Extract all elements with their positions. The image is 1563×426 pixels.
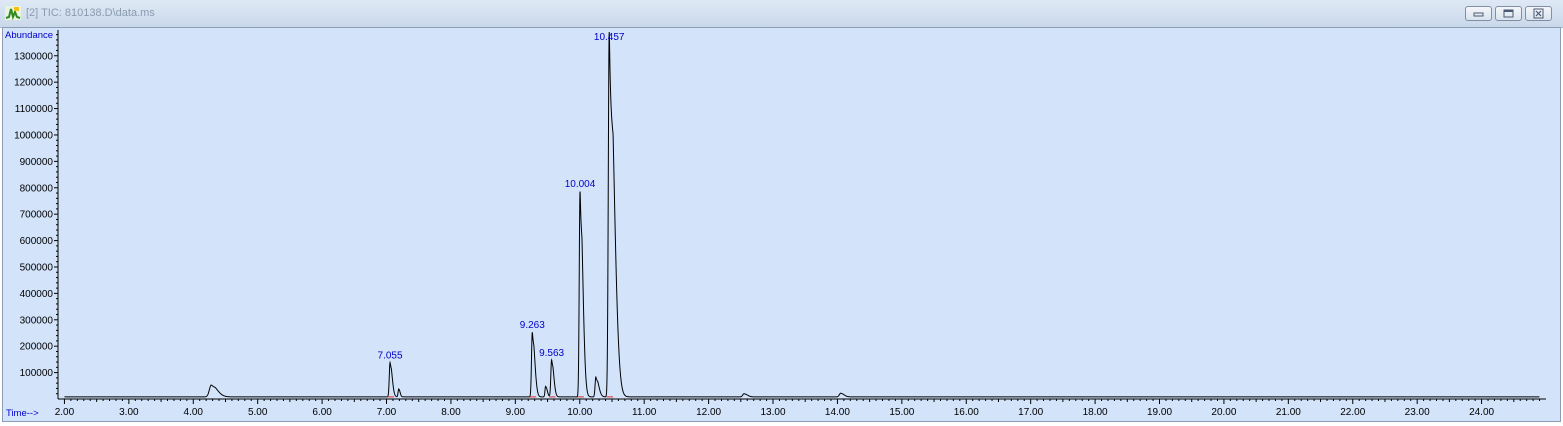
y-tick-label: 500000 bbox=[20, 262, 54, 273]
x-tick-label: 19.00 bbox=[1147, 407, 1172, 418]
y-tick-label: 1100000 bbox=[15, 104, 54, 115]
x-tick-label: 12.00 bbox=[696, 407, 721, 418]
x-tick-label: 22.00 bbox=[1340, 407, 1365, 418]
peak-labels: 7.055 9.263 9.563 10.004 10.457 bbox=[378, 32, 625, 362]
x-tick-label: 3.00 bbox=[119, 407, 139, 418]
x-axis: 2.00 3.00 4.00 5.00 6.00 7.00 8.00 9.00 10.00 11.… bbox=[55, 398, 1546, 418]
y-tick-label: 100000 bbox=[20, 368, 54, 379]
y-tick-label: 700000 bbox=[20, 210, 54, 221]
y-tick-label: 600000 bbox=[20, 236, 54, 247]
x-tick-label: 13.00 bbox=[760, 407, 785, 418]
chromatogram-chart: 100000 200000 300000 400000 500000 600000 7000… bbox=[3, 28, 1560, 421]
x-tick-label: 2.00 bbox=[55, 407, 75, 418]
x-tick-label: 14.00 bbox=[825, 407, 850, 418]
minimize-icon bbox=[1473, 12, 1484, 17]
peak-label: 10.004 bbox=[565, 179, 596, 190]
tic-trace bbox=[64, 31, 1540, 398]
y-tick-label: 300000 bbox=[20, 315, 54, 326]
x-tick-label: 20.00 bbox=[1211, 407, 1236, 418]
restore-button[interactable] bbox=[1495, 6, 1522, 21]
window-titlebar: [2] TIC: 810138.D\data.ms bbox=[0, 0, 1563, 28]
y-axis: 100000 200000 300000 400000 500000 600000 7000… bbox=[14, 30, 59, 399]
x-tick-label: 16.00 bbox=[954, 407, 979, 418]
window-title: [2] TIC: 810138.D\data.ms bbox=[26, 7, 155, 19]
x-tick-label: 4.00 bbox=[184, 407, 204, 418]
y-tick-label: 900000 bbox=[20, 157, 54, 168]
close-icon bbox=[1533, 8, 1544, 19]
chromatogram-panel[interactable]: 100000 200000 300000 400000 500000 600000 7000… bbox=[2, 27, 1561, 422]
peak-label: 9.263 bbox=[520, 320, 545, 331]
y-tick-label: 800000 bbox=[20, 183, 54, 194]
peak-label: 10.457 bbox=[594, 32, 625, 43]
y-tick-label: 1300000 bbox=[14, 51, 53, 62]
x-axis-label: Time--> bbox=[6, 408, 39, 419]
x-tick-label: 10.00 bbox=[567, 407, 592, 418]
x-tick-label: 23.00 bbox=[1405, 407, 1430, 418]
minimize-button[interactable] bbox=[1465, 6, 1492, 21]
x-tick-label: 11.00 bbox=[632, 407, 657, 418]
y-axis-label: Abundance bbox=[5, 30, 53, 41]
x-tick-label: 21.00 bbox=[1276, 407, 1301, 418]
x-tick-label: 8.00 bbox=[441, 407, 461, 418]
chromatogram-icon bbox=[5, 6, 21, 20]
x-tick-label: 9.00 bbox=[506, 407, 526, 418]
close-button[interactable] bbox=[1525, 6, 1552, 21]
x-tick-label: 6.00 bbox=[312, 407, 332, 418]
x-tick-label: 5.00 bbox=[248, 407, 268, 418]
y-tick-label: 1000000 bbox=[14, 130, 53, 141]
x-tick-label: 15.00 bbox=[889, 407, 914, 418]
y-tick-label: 400000 bbox=[20, 289, 54, 300]
x-tick-label: 18.00 bbox=[1083, 407, 1108, 418]
x-tick-label: 17.00 bbox=[1018, 407, 1043, 418]
y-tick-label: 200000 bbox=[20, 342, 54, 353]
x-tick-label: 7.00 bbox=[377, 407, 397, 418]
plot-background bbox=[3, 28, 1560, 421]
peak-label: 9.563 bbox=[539, 348, 564, 359]
restore-icon bbox=[1503, 9, 1514, 18]
x-tick-label: 24.00 bbox=[1469, 407, 1494, 418]
y-tick-label: 1200000 bbox=[14, 78, 53, 89]
peak-label: 7.055 bbox=[378, 351, 403, 362]
